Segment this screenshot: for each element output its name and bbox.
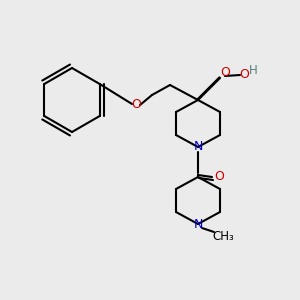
Text: O: O <box>239 68 249 80</box>
Text: O: O <box>214 170 224 184</box>
Text: N: N <box>193 218 203 230</box>
Text: CH₃: CH₃ <box>212 230 234 242</box>
Text: H: H <box>249 64 257 77</box>
Text: N: N <box>193 140 203 154</box>
Text: O: O <box>220 67 230 80</box>
Text: O: O <box>131 98 141 110</box>
